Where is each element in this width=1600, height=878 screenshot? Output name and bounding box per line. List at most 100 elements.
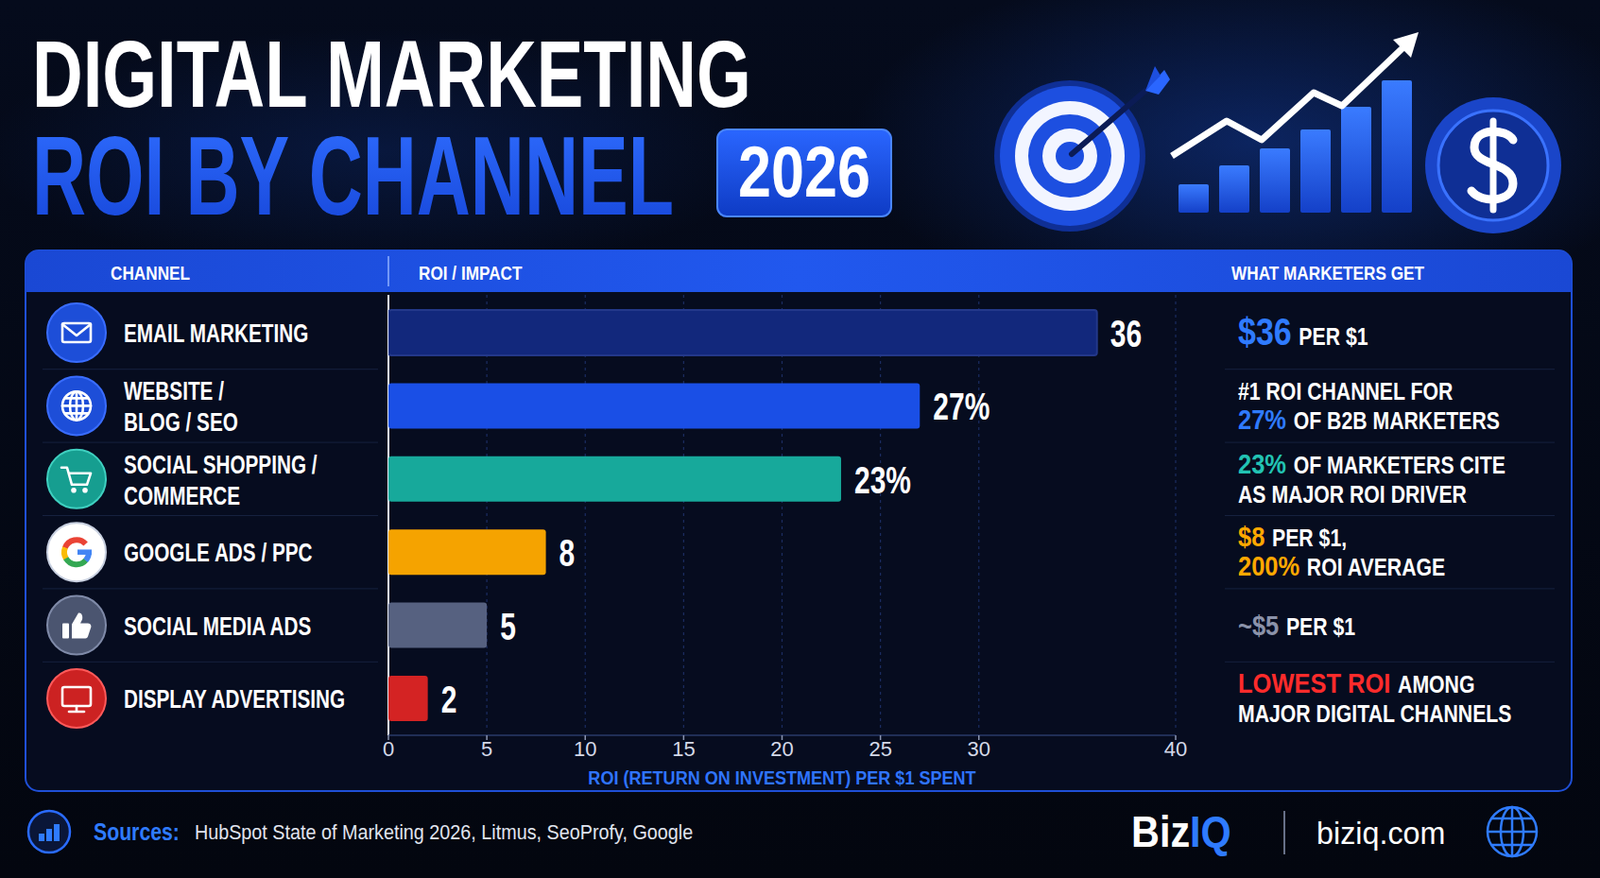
row-separator bbox=[42, 587, 379, 589]
grid-line bbox=[978, 294, 980, 728]
annotation-text: PER $1, bbox=[1272, 525, 1347, 552]
annotation-text: PER $1 bbox=[1286, 613, 1356, 640]
globe-line bbox=[75, 391, 79, 420]
monitor-base bbox=[68, 710, 85, 714]
sources: HubSpot State of Marketing 2026, Litmus,… bbox=[194, 820, 693, 844]
channel-icon bbox=[47, 449, 106, 509]
tick-label: 20 bbox=[770, 737, 793, 761]
tick-label: 5 bbox=[481, 737, 493, 761]
globe-part bbox=[1511, 807, 1514, 857]
grid-line bbox=[584, 294, 586, 728]
google-arc bbox=[65, 539, 87, 549]
annotation-text: AS MAJOR ROI DRIVER bbox=[1238, 481, 1467, 508]
globe-line bbox=[65, 396, 88, 400]
row-separator bbox=[1224, 368, 1555, 370]
row-separator bbox=[1224, 587, 1555, 589]
trend-arrow bbox=[1171, 48, 1403, 156]
annotation-text: #1 ROI CHANNEL FOR bbox=[1238, 378, 1454, 406]
icon-bar bbox=[1381, 80, 1412, 213]
google-arc bbox=[66, 558, 87, 566]
icon-circle bbox=[47, 596, 106, 655]
channel-icon bbox=[47, 376, 106, 435]
icon-bar bbox=[1219, 165, 1250, 213]
annotation: ~$5 PER $1 bbox=[1238, 609, 1356, 641]
header-band bbox=[25, 250, 1572, 293]
annotation-highlight: ~$5 bbox=[1238, 609, 1279, 641]
footer-icon-bar bbox=[53, 824, 60, 842]
google-bar bbox=[77, 549, 92, 555]
icon-circle bbox=[47, 522, 106, 582]
row-separator bbox=[42, 515, 379, 517]
header-icons bbox=[994, 32, 1562, 234]
tick-label: 10 bbox=[573, 737, 597, 761]
label-line: BLOG / SEO bbox=[123, 407, 239, 437]
category-label: EMAIL MARKETING bbox=[123, 318, 309, 348]
tick-label: 40 bbox=[1164, 737, 1188, 761]
data-label: 36 bbox=[1110, 312, 1142, 355]
grid-line bbox=[1174, 294, 1176, 728]
header-divider bbox=[387, 256, 390, 287]
subtitle: ROI BY CHANNEL bbox=[32, 113, 674, 239]
channel-icon bbox=[47, 669, 106, 728]
globe-line bbox=[65, 412, 88, 415]
target-ring bbox=[994, 80, 1146, 232]
annotation-text: PER $1 bbox=[1298, 323, 1368, 350]
data-label: 5 bbox=[499, 604, 517, 647]
category-label: WEBSITE /BLOG / SEO bbox=[123, 376, 239, 437]
annotation-text: MAJOR DIGITAL CHANNELS bbox=[1238, 700, 1512, 727]
category-label: GOOGLE ADS / PPC bbox=[123, 537, 313, 568]
annotation: #1 ROI CHANNEL FOR bbox=[1238, 378, 1454, 406]
brand-part: Biz bbox=[1131, 807, 1190, 857]
panel bbox=[25, 250, 1572, 792]
google-arc bbox=[64, 547, 67, 559]
data-label: 2 bbox=[441, 678, 458, 721]
channel-icon bbox=[47, 303, 106, 362]
icon-circle bbox=[47, 303, 106, 362]
trend-arrowhead bbox=[1393, 32, 1419, 58]
icon-bar bbox=[1178, 184, 1209, 213]
icon-circle bbox=[47, 376, 106, 435]
bars bbox=[388, 309, 1098, 722]
grid-line bbox=[781, 294, 783, 728]
row-separator bbox=[1224, 442, 1555, 444]
row-separator bbox=[42, 368, 379, 370]
globe-part bbox=[1487, 807, 1537, 857]
envelope-flap bbox=[62, 324, 91, 336]
footer-divider bbox=[1283, 810, 1286, 855]
bar bbox=[388, 309, 1098, 356]
footer-icon-bar bbox=[38, 833, 45, 842]
globe bbox=[62, 391, 91, 420]
cart-wheel bbox=[82, 487, 88, 494]
footer-globe bbox=[1487, 807, 1537, 857]
tick-label: 15 bbox=[671, 737, 695, 761]
bar bbox=[388, 675, 429, 722]
annotation-text: OF MARKETERS CITE bbox=[1293, 451, 1506, 479]
annotation-text: ROI AVERAGE bbox=[1307, 554, 1446, 582]
annotation-text: AMONG bbox=[1397, 670, 1475, 698]
globe-part bbox=[1492, 843, 1532, 847]
envelope bbox=[62, 323, 91, 343]
column-header: WHAT MARKETERS GET bbox=[1231, 262, 1426, 285]
brand-part: IQ bbox=[1189, 807, 1232, 857]
bar bbox=[388, 529, 547, 575]
channel-icon bbox=[47, 522, 106, 582]
tick-label: 30 bbox=[967, 737, 991, 761]
channel-icon bbox=[47, 596, 106, 655]
badge-box bbox=[717, 129, 892, 217]
cart bbox=[61, 467, 91, 485]
annotation-highlight: 27% bbox=[1238, 403, 1287, 435]
annotation-highlight: LOWEST ROI bbox=[1238, 667, 1391, 699]
grid-line bbox=[683, 294, 685, 728]
grid-line bbox=[486, 294, 488, 728]
footer-icon bbox=[28, 810, 70, 853]
thumb bbox=[71, 612, 91, 638]
row-separator bbox=[1224, 515, 1555, 517]
label-line: WEBSITE / bbox=[123, 376, 224, 406]
target-arrow bbox=[1071, 90, 1146, 155]
globe-part bbox=[1492, 817, 1532, 821]
annotation: $36PER $1 bbox=[1238, 309, 1369, 353]
category-label: SOCIAL MEDIA ADS bbox=[123, 611, 311, 641]
annotation: $8PER $1, bbox=[1238, 520, 1347, 552]
annotation: 23%OF MARKETERS CITE bbox=[1238, 447, 1506, 480]
grid-line bbox=[879, 294, 881, 728]
